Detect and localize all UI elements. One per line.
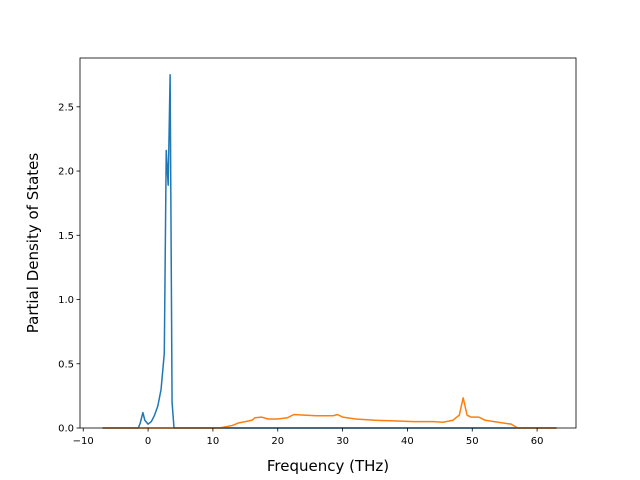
x-tick-label: 20 [271,436,284,447]
y-axis: 0.0 0.5 1.0 1.5 2.0 2.5 [58,102,80,435]
x-tick-label: 0 [145,436,151,447]
y-tick-label: 1.5 [58,231,74,242]
x-tick-label: 60 [531,436,544,447]
plot-frame [79,57,577,429]
y-tick-label: 0.5 [58,359,74,370]
series-layer [102,73,557,429]
x-tick-label: 50 [466,436,479,447]
y-tick-label: 2.0 [58,167,74,178]
y-tick-label: 0.0 [58,424,74,435]
y-tick-label: 1.0 [58,295,74,306]
y-axis-label: Partial Density of States [24,153,42,334]
series-line-1 [102,73,557,429]
x-tick-label: 10 [207,436,220,447]
x-axis: −10 0 10 20 30 40 50 60 [73,428,544,447]
x-tick-label: 30 [336,436,349,447]
series-line-2 [102,397,557,429]
x-axis-label: Frequency (THz) [267,457,389,475]
x-tick-label: 40 [401,436,414,447]
y-tick-label: 2.5 [58,102,74,113]
x-tick-label: −10 [73,436,94,447]
